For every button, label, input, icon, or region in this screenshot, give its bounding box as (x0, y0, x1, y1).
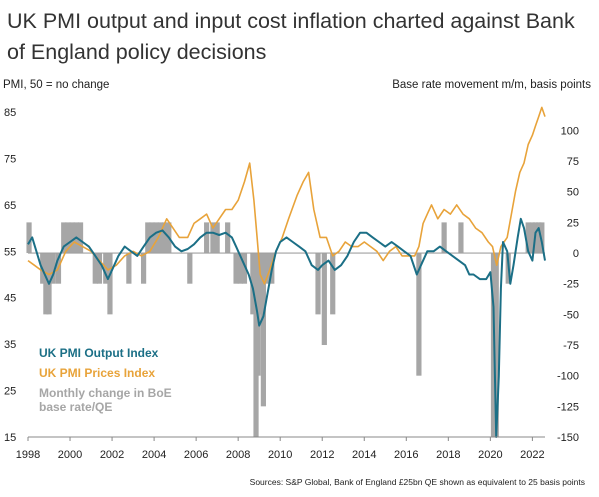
x-tick-label-9: 2016 (394, 449, 418, 461)
left-tick-label-0: 85 (4, 107, 16, 119)
rate-change-bar-7 (65, 222, 71, 254)
rate-change-bar-38 (315, 253, 321, 315)
x-tick-label-8: 2014 (352, 449, 376, 461)
rate-change-bar-26 (214, 222, 220, 254)
rate-change-bar-31 (250, 253, 256, 315)
rate-change-bar-2 (43, 253, 49, 315)
rate-change-bar-39 (321, 253, 327, 346)
legend-prices: UK PMI Prices Index (39, 366, 155, 380)
left-tick-label-7: 15 (4, 432, 16, 444)
rate-change-bar-35 (260, 253, 266, 407)
legend-bars: Monthly change in BoE base rate/QE (39, 386, 175, 414)
x-tick-label-6: 2010 (268, 449, 292, 461)
x-tick-label-10: 2018 (436, 449, 460, 461)
x-tick-label-5: 2008 (226, 449, 250, 461)
rate-change-bar-48 (529, 222, 535, 254)
x-tick-label-2: 2002 (100, 449, 124, 461)
left-axis-unit-label: PMI, 50 = no change (3, 79, 110, 91)
left-tick-label-5: 35 (4, 339, 16, 351)
rate-change-bar-42 (441, 222, 447, 254)
rate-change-bar-30 (241, 253, 248, 284)
right-tick-label-4: 0 (573, 248, 579, 260)
chart-title: UK PMI output and input cost inflation c… (7, 9, 575, 64)
rate-change-bar-25 (210, 222, 216, 254)
legend-output: UK PMI Output Index (39, 346, 159, 360)
rate-change-bar-19 (153, 222, 159, 254)
right-tick-label-8: -100 (557, 371, 579, 383)
right-tick-label-3: 25 (567, 217, 579, 229)
right-axis-unit-label: Base rate movement m/m, basis points (392, 79, 591, 91)
left-tick-label-4: 45 (4, 293, 16, 305)
rate-change-bar-18 (149, 222, 155, 254)
rate-change-bar-10 (77, 222, 84, 254)
right-tick-label-10: -150 (557, 432, 579, 444)
rate-change-bar-43 (458, 222, 464, 254)
rate-change-bar-17 (145, 222, 151, 254)
rate-change-bar-4 (50, 253, 56, 284)
rate-change-bar-47 (525, 222, 531, 254)
rate-change-bar-29 (237, 253, 243, 284)
x-tick-label-0: 1998 (16, 449, 40, 461)
x-tick-label-1: 2000 (58, 449, 82, 461)
rate-change-bar-24 (204, 222, 210, 254)
rate-change-bar-8 (69, 222, 75, 254)
x-tick-label-12: 2022 (520, 449, 544, 461)
rate-change-bar-0 (26, 222, 32, 254)
right-tick-label-2: 50 (567, 187, 579, 199)
right-tick-label-0: 100 (561, 125, 579, 137)
right-tick-label-6: -50 (563, 309, 579, 321)
left-tick-label-2: 65 (4, 200, 16, 212)
rate-change-bar-40 (330, 253, 336, 315)
rate-change-bar-21 (162, 222, 168, 254)
rate-change-bar-50 (536, 222, 542, 254)
right-tick-label-5: -25 (563, 279, 579, 291)
source-note: Sources: S&P Global, Bank of England £25… (249, 477, 585, 487)
rate-change-bar-41 (416, 253, 422, 376)
rate-change-bar-14 (107, 253, 113, 315)
right-tick-label-7: -75 (563, 340, 579, 352)
rate-change-bar-20 (157, 222, 164, 254)
x-tick-label-11: 2020 (478, 449, 502, 461)
x-tick-label-3: 2004 (142, 449, 166, 461)
rate-change-bar-11 (92, 253, 98, 284)
rate-change-bar-15 (126, 253, 132, 284)
right-axis-ticks: 100 75 50 25 0 -25 -50 -75 -100 -125 -150 (557, 125, 579, 444)
rate-change-bar-12 (96, 253, 103, 284)
output-index-line (27, 217, 546, 438)
rate-change-bar-45 (493, 253, 499, 437)
left-axis-ticks: 85 75 65 55 45 35 25 15 (4, 107, 16, 444)
rate-change-bar-6 (61, 222, 67, 254)
rate-change-bar-16 (140, 253, 147, 284)
x-tick-label-7: 2012 (310, 449, 334, 461)
right-tick-label-1: 75 (567, 156, 579, 168)
left-tick-label-6: 25 (4, 386, 16, 398)
rate-change-bar-36 (264, 253, 271, 284)
rate-change-bar-23 (187, 253, 193, 284)
prices-index-line (27, 106, 546, 285)
rate-change-bar-34 (257, 253, 263, 315)
rate-change-bar-28 (233, 253, 239, 284)
right-tick-label-9: -125 (557, 401, 579, 413)
x-axis-ticks: 1998 2000 2002 2004 2006 2008 2010 2012 2014 2016… (16, 437, 545, 461)
x-tick-label-4: 2006 (184, 449, 208, 461)
left-tick-label-3: 55 (4, 246, 16, 258)
rate-change-bar-27 (225, 222, 231, 254)
left-tick-label-1: 75 (4, 153, 16, 165)
